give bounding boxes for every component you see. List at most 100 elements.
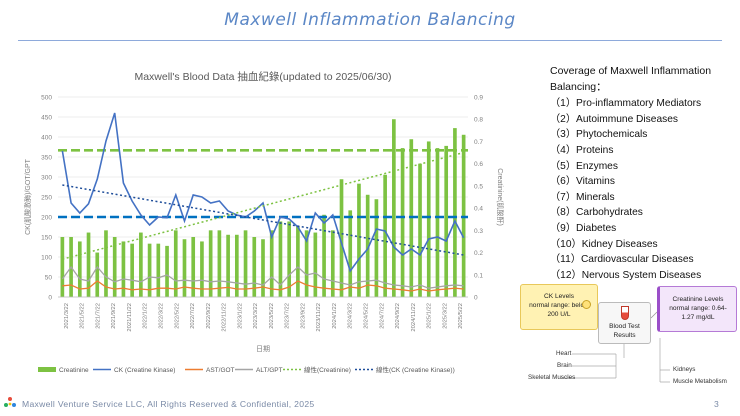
x-tick-label: 2023/7/22: [285, 303, 291, 329]
legend-label: AST/GOT: [206, 367, 235, 374]
y-left-tick-label: 400: [41, 135, 52, 142]
x-tick-label: 2021/3/22: [64, 303, 70, 329]
y-left-tick-label: 350: [41, 155, 52, 162]
page-number: 3: [714, 399, 719, 409]
muscle-icon: [582, 300, 591, 309]
y-left-tick-label: 200: [41, 215, 52, 222]
x-tick-label: 2022/3/22: [159, 303, 165, 329]
x-tick-label: 2023/9/22: [300, 303, 306, 329]
x-tick-label: 2021/9/22: [111, 303, 117, 329]
y-left-axis-label: CK(肌酸激酶)/GOT/GPT: [23, 158, 32, 235]
x-tick-label: 2022/9/22: [206, 303, 212, 329]
creatinine-bar: [200, 241, 204, 297]
slide-title: Maxwell Inflammation Balancing: [224, 10, 516, 30]
x-tick-label: 2025/3/22: [442, 303, 448, 329]
y-right-tick-label: 0.7: [474, 139, 483, 146]
label-kidneys: Kidneys: [673, 366, 696, 373]
y-left-tick-label: 50: [45, 275, 53, 282]
creatinine-bar: [322, 214, 326, 297]
blood-test-diagram: CK Levels normal range: below 200 U/L Bl…: [520, 284, 738, 388]
y-right-tick-label: 0.1: [474, 272, 483, 279]
creatinine-bar: [453, 128, 457, 297]
coverage-item: （8）Carbohydrates: [550, 207, 643, 219]
creatinine-bar: [95, 252, 100, 297]
label-heart: Heart: [556, 350, 572, 357]
coverage-item: （10）Kidney Diseases: [550, 238, 658, 250]
creatinine-title: Creatinine Levels: [672, 296, 724, 303]
coverage-panel: Coverage of Maxwell Inflammation Balanci…: [550, 64, 738, 283]
y-right-tick-label: 0.3: [474, 228, 483, 235]
x-axis-label: 日期: [256, 345, 270, 353]
coverage-item: （5）Enzymes: [550, 160, 618, 172]
x-tick-label: 2023/5/22: [269, 303, 275, 329]
creatinine-levels-box: Creatinine Levels normal range: 0.64- 1.…: [657, 286, 737, 332]
creatinine-bar: [392, 119, 396, 297]
blood-test-title: Blood Test: [609, 323, 640, 330]
creatinine-bar: [357, 183, 361, 297]
blood-data-chart: Maxwell's Blood Data 抽血紀錄(updated to 202…: [23, 70, 505, 374]
creatinine-bar: [191, 237, 196, 297]
creatinine-bar: [86, 232, 91, 297]
x-tick-label: 2022/11/22: [222, 303, 228, 332]
x-tick-label: 2021/5/22: [80, 303, 86, 329]
x-tick-label: 2024/7/22: [379, 303, 385, 329]
creatinine-bar: [426, 141, 431, 297]
creatinine-bar: [77, 241, 82, 297]
y-right-tick-label: 0: [474, 295, 478, 302]
creatinine-bar: [173, 230, 178, 297]
legend-label: Creatinine: [59, 367, 89, 374]
creatinine-bar: [243, 230, 248, 297]
creatinine-range-value: 1.27 mg/dL: [681, 314, 715, 321]
creatinine-bar: [165, 245, 169, 297]
ck-levels-box: CK Levels normal range: below 200 U/L: [520, 284, 598, 330]
creatinine-bar: [60, 237, 65, 297]
x-tick-label: 2025/5/22: [458, 303, 464, 329]
x-tick-label: 2023/11/22: [316, 303, 322, 332]
coverage-title: Coverage of Maxwell Inflammation Balanci…: [550, 65, 712, 93]
x-tick-label: 2024/9/22: [395, 303, 401, 329]
legend-label: CK (Creatine Kinase): [114, 367, 175, 374]
creatinine-bar: [112, 237, 117, 297]
y-left-tick-label: 450: [41, 115, 52, 122]
coverage-item: （11）Cardiovascular Diseases: [550, 254, 694, 266]
y-right-tick-label: 0.8: [474, 117, 483, 124]
x-tick-label: 2023/3/22: [253, 303, 259, 329]
creatinine-bar: [226, 234, 230, 297]
creatinine-bar: [208, 230, 213, 297]
coverage-item: （1）Pro-inflammatory Mediators: [550, 98, 702, 110]
ck-range: normal range: below: [529, 302, 589, 309]
creatinine-bar: [383, 174, 387, 297]
creatinine-bar: [121, 241, 126, 297]
creatinine-bar: [304, 230, 309, 297]
creatinine-bar: [234, 234, 239, 297]
creatinine-bar: [278, 221, 283, 297]
series-line: [61, 112, 465, 273]
label-muscle-metabolism: Muscle Metabolism: [673, 378, 727, 385]
coverage-item: （6）Vitamins: [550, 176, 615, 188]
y-left-tick-label: 100: [41, 255, 52, 262]
blood-test-box: Blood Test Results: [598, 302, 651, 344]
legend-label: 線性(Creatinine): [304, 365, 351, 374]
company-logo-icon: [4, 397, 16, 407]
series-line: [61, 265, 464, 289]
x-tick-label: 2022/1/22: [143, 303, 149, 329]
trend-line: [62, 184, 464, 256]
coverage-item: （7）Minerals: [550, 191, 615, 203]
x-tick-label: 2022/5/22: [174, 303, 180, 329]
creatinine-bar: [261, 239, 265, 297]
creatinine-bar: [348, 210, 353, 297]
legend-label: 線性(CK (Creatine Kinase)): [376, 365, 455, 374]
creatinine-bar: [374, 199, 379, 297]
x-tick-label: 2021/7/22: [95, 303, 101, 329]
creatinine-bar: [418, 163, 422, 297]
x-tick-label: 2024/5/22: [364, 303, 370, 329]
creatinine-bar: [182, 239, 187, 297]
x-tick-label: 2024/11/22: [411, 303, 417, 332]
creatinine-bar: [296, 225, 300, 297]
y-left-tick-label: 150: [41, 235, 52, 242]
trend-line: [62, 151, 464, 260]
creatinine-bar: [287, 221, 292, 297]
chart-title: Maxwell's Blood Data 抽血紀錄(updated to 202…: [134, 70, 391, 83]
y-right-tick-label: 0.4: [474, 206, 483, 213]
x-tick-label: 2024/3/22: [348, 303, 354, 329]
